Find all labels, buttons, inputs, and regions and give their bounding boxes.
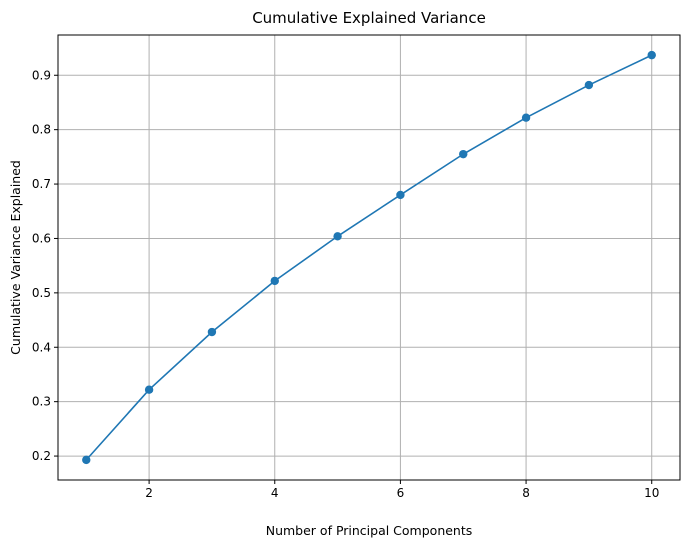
x-axis-label: Number of Principal Components — [266, 523, 473, 538]
data-point — [396, 190, 405, 200]
data-point — [584, 80, 594, 90]
x-tick-label: 6 — [397, 486, 405, 500]
data-point — [270, 276, 279, 286]
data-point — [82, 455, 91, 465]
data-point — [521, 113, 531, 122]
y-tick-label: 0.9 — [32, 68, 51, 82]
x-tick-label: 10 — [644, 486, 659, 500]
ticks: 2 4 6 8 10 0.2 0.3 0.4 0.5 0.6 0.7 0.8 0.9 — [32, 68, 659, 500]
plot-frame — [57, 34, 681, 481]
y-tick-label: 0.4 — [32, 340, 51, 354]
y-tick-label: 0.8 — [32, 123, 51, 137]
data-point — [459, 149, 468, 159]
y-tick-label: 0.6 — [32, 231, 51, 245]
y-tick-label: 0.5 — [32, 286, 51, 300]
chart-title: Cumulative Explained Variance — [252, 9, 486, 27]
series-layer — [82, 50, 656, 465]
y-tick-label: 0.2 — [32, 449, 51, 463]
grid — [58, 35, 680, 480]
x-tick-label: 8 — [522, 486, 530, 500]
y-tick-label: 0.3 — [32, 395, 51, 409]
y-axis-label: Cumulative Variance Explained — [8, 160, 23, 355]
data-point — [144, 385, 154, 394]
data-point — [647, 50, 656, 60]
x-tick-label: 4 — [271, 486, 279, 500]
x-tick-label: 2 — [145, 486, 153, 500]
y-tick-label: 0.7 — [32, 177, 51, 191]
data-point — [333, 232, 342, 241]
series-line — [85, 54, 653, 461]
data-point — [207, 327, 217, 337]
